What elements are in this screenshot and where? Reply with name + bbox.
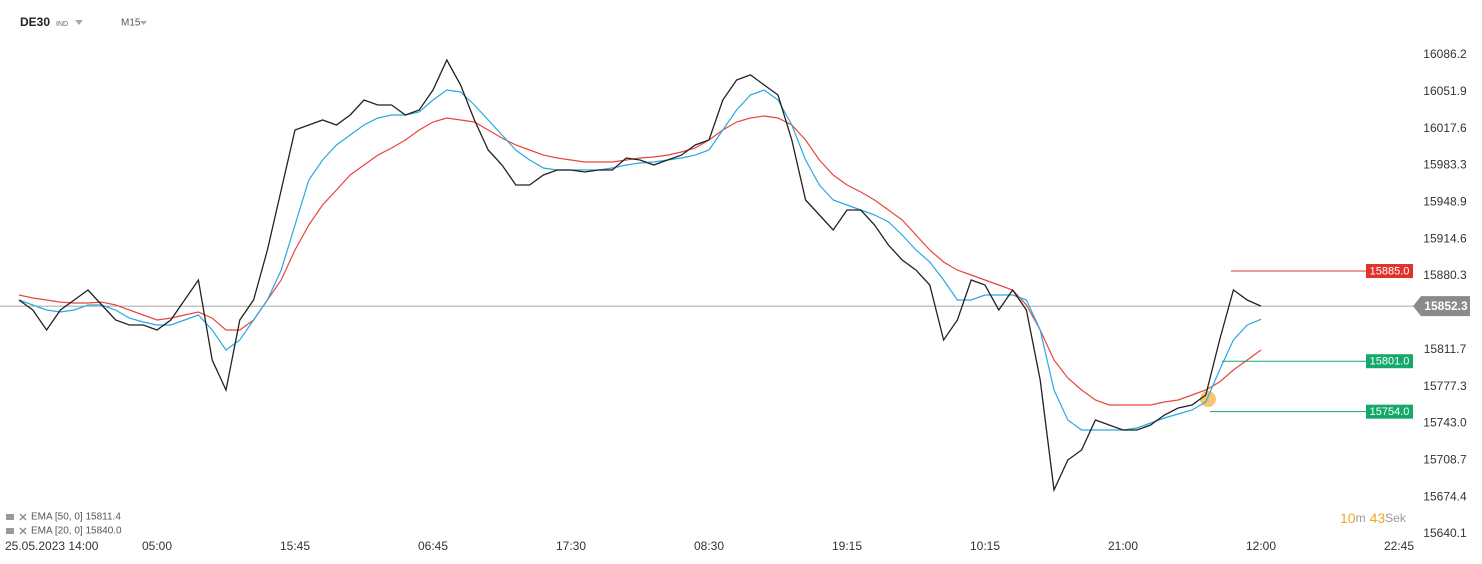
y-tick-label: 16086.2 xyxy=(1423,47,1467,61)
x-tick-label: 19:15 xyxy=(832,539,862,553)
legend-remove[interactable] xyxy=(19,527,27,535)
legend-icon xyxy=(6,528,14,534)
y-tick-label: 15640.1 xyxy=(1423,526,1467,540)
y-tick-label: 15983.3 xyxy=(1423,158,1467,172)
y-tick-label: 15914.6 xyxy=(1423,231,1467,245)
symbol-dropdown[interactable] xyxy=(75,20,83,25)
x-tick-label: 22:45 xyxy=(1384,539,1414,553)
market: IND xyxy=(56,21,68,28)
level-tag xyxy=(1366,404,1413,419)
level-tag xyxy=(1366,354,1413,369)
x-tick-label: 10:15 xyxy=(970,539,1000,553)
y-tick-label: 16051.9 xyxy=(1423,84,1467,98)
x-tick-label: 21:00 xyxy=(1108,539,1138,553)
legend-remove[interactable] xyxy=(19,513,27,521)
ema-line xyxy=(18,115,1262,406)
countdown-seconds: 43 xyxy=(1370,510,1386,526)
x-tick-label: 25.05.2023 14:00 xyxy=(5,539,99,553)
countdown-unit: m xyxy=(1356,511,1366,525)
y-tick-label: 15743.0 xyxy=(1423,416,1467,430)
level-tag xyxy=(1366,264,1413,279)
x-tick-label: 15:45 xyxy=(280,539,310,553)
current-price-label: 15852.3 xyxy=(1424,299,1468,313)
y-tick-label: 15777.3 xyxy=(1423,379,1467,393)
ema-line xyxy=(18,89,1262,431)
legend-icon xyxy=(6,514,14,520)
level-label: 15754.0 xyxy=(1370,406,1410,418)
level-label: 15801.0 xyxy=(1370,356,1410,368)
symbol[interactable]: DE30 xyxy=(20,15,50,29)
y-tick-label: 16017.6 xyxy=(1423,121,1467,135)
legend-entry: EMA [50, 0] 15811.4 xyxy=(31,512,121,523)
interval-dropdown[interactable] xyxy=(140,21,147,25)
countdown-unit: Sek xyxy=(1385,511,1407,525)
y-tick-label: 15880.3 xyxy=(1423,268,1467,282)
level-label: 15885.0 xyxy=(1370,265,1410,277)
y-tick-label: 15948.9 xyxy=(1423,195,1467,209)
legend: EMA [50, 0] 15811.4 EMA [20, 0] 15840.0 xyxy=(6,512,122,537)
x-tick-label: 12:00 xyxy=(1246,539,1276,553)
legend-entry: EMA [20, 0] 15840.0 xyxy=(31,526,122,537)
y-tick-label: 15708.7 xyxy=(1423,452,1467,466)
x-tick-label: 06:45 xyxy=(418,539,448,553)
y-tick-label: 15811.7 xyxy=(1424,342,1467,356)
current-price-tag xyxy=(1413,296,1470,317)
price-line xyxy=(18,58,1262,493)
countdown-minutes: 10 xyxy=(1340,510,1356,526)
x-tick-label: 08:30 xyxy=(694,539,724,553)
x-tick-label: 17:30 xyxy=(556,539,586,553)
y-tick-label: 15674.4 xyxy=(1423,489,1467,503)
interval[interactable]: M15 xyxy=(121,18,141,29)
countdown: 10m 43Sek xyxy=(1340,510,1407,526)
x-tick-label: 05:00 xyxy=(142,539,172,553)
